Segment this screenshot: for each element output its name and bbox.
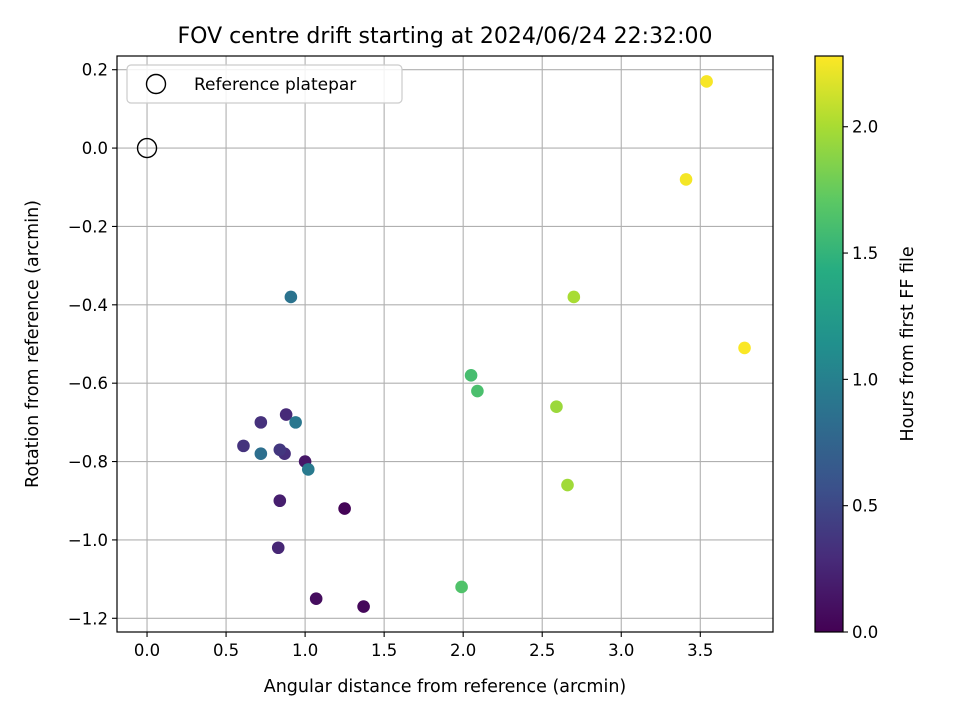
data-point bbox=[357, 600, 370, 613]
data-point bbox=[289, 416, 302, 429]
colorbar-ticks: 0.0 0.5 1.0 1.5 2.0 bbox=[843, 118, 878, 642]
data-point bbox=[279, 408, 293, 421]
legend-box bbox=[126, 64, 403, 104]
legend-label: Reference platepar bbox=[194, 75, 356, 95]
x-tick-label: 3.5 bbox=[687, 641, 713, 660]
y-tick-label: −0.2 bbox=[68, 217, 108, 236]
y-tick-label: −1.0 bbox=[68, 531, 108, 550]
colorbar-tick-label: 0.5 bbox=[852, 497, 878, 516]
x-tick-label: 0.0 bbox=[134, 641, 160, 660]
x-tick-label: 0.5 bbox=[213, 641, 239, 660]
x-tick-label: 2.5 bbox=[529, 641, 555, 660]
colorbar-tick-label: 1.0 bbox=[852, 370, 878, 389]
legend: Reference platepar bbox=[126, 64, 403, 104]
data-point bbox=[301, 463, 315, 476]
y-tick-label: −1.2 bbox=[68, 609, 108, 628]
data-point bbox=[464, 369, 478, 382]
x-tick-label: 2.0 bbox=[450, 641, 476, 660]
legend-marker bbox=[145, 73, 167, 95]
data-point bbox=[455, 580, 468, 594]
x-tick-label: 1.0 bbox=[292, 641, 318, 660]
colorbar: 0.0 0.5 1.0 1.5 2.0 Hours from first FF file bbox=[814, 55, 918, 642]
data-point bbox=[273, 494, 287, 508]
chart-title: FOV centre drift starting at 2024/06/24 … bbox=[178, 24, 713, 49]
data-point bbox=[254, 416, 268, 429]
data-point bbox=[271, 541, 285, 555]
y-tick-label: −0.4 bbox=[68, 296, 108, 315]
y-tick-label: −0.8 bbox=[68, 453, 108, 472]
y-tick-label: 0.2 bbox=[82, 61, 108, 80]
colorbar-frame bbox=[814, 55, 844, 633]
data-point bbox=[738, 341, 751, 355]
y-tick-label: 0.0 bbox=[82, 139, 108, 158]
data-point bbox=[254, 447, 268, 461]
x-tick-label: 3.0 bbox=[608, 641, 634, 660]
plot-frame bbox=[116, 55, 774, 633]
x-axis-ticks: 0.0 0.5 1.0 1.5 2.0 2.5 3.0 3.5 bbox=[134, 632, 713, 660]
data-point bbox=[561, 478, 574, 492]
data-point bbox=[284, 290, 298, 304]
data-point bbox=[567, 290, 581, 304]
grid-lines bbox=[117, 56, 773, 632]
colorbar-tick-label: 1.5 bbox=[852, 244, 878, 263]
colorbar-tick-label: 2.0 bbox=[852, 118, 878, 137]
data-point bbox=[273, 443, 287, 457]
x-axis-label: Angular distance from reference (arcmin) bbox=[264, 677, 627, 697]
data-point bbox=[700, 75, 713, 88]
data-point bbox=[471, 384, 484, 398]
y-axis-ticks: 0.2 0.0 −0.2 −0.4 −0.6 −0.8 −1.0 −1.2 bbox=[68, 61, 117, 628]
data-points bbox=[136, 75, 751, 613]
data-point bbox=[237, 439, 250, 453]
y-tick-label: −0.6 bbox=[68, 374, 108, 393]
data-point bbox=[679, 173, 693, 186]
x-tick-label: 1.5 bbox=[371, 641, 397, 660]
y-axis-label: Rotation from reference (arcmin) bbox=[23, 200, 43, 488]
colorbar-label: Hours from first FF file bbox=[898, 246, 918, 441]
data-point bbox=[338, 502, 351, 515]
reference-platepar-marker bbox=[136, 137, 158, 159]
colorbar-gradient bbox=[815, 56, 843, 632]
data-point bbox=[309, 592, 323, 605]
colorbar-tick-label: 0.0 bbox=[852, 623, 878, 642]
data-point bbox=[550, 400, 563, 413]
